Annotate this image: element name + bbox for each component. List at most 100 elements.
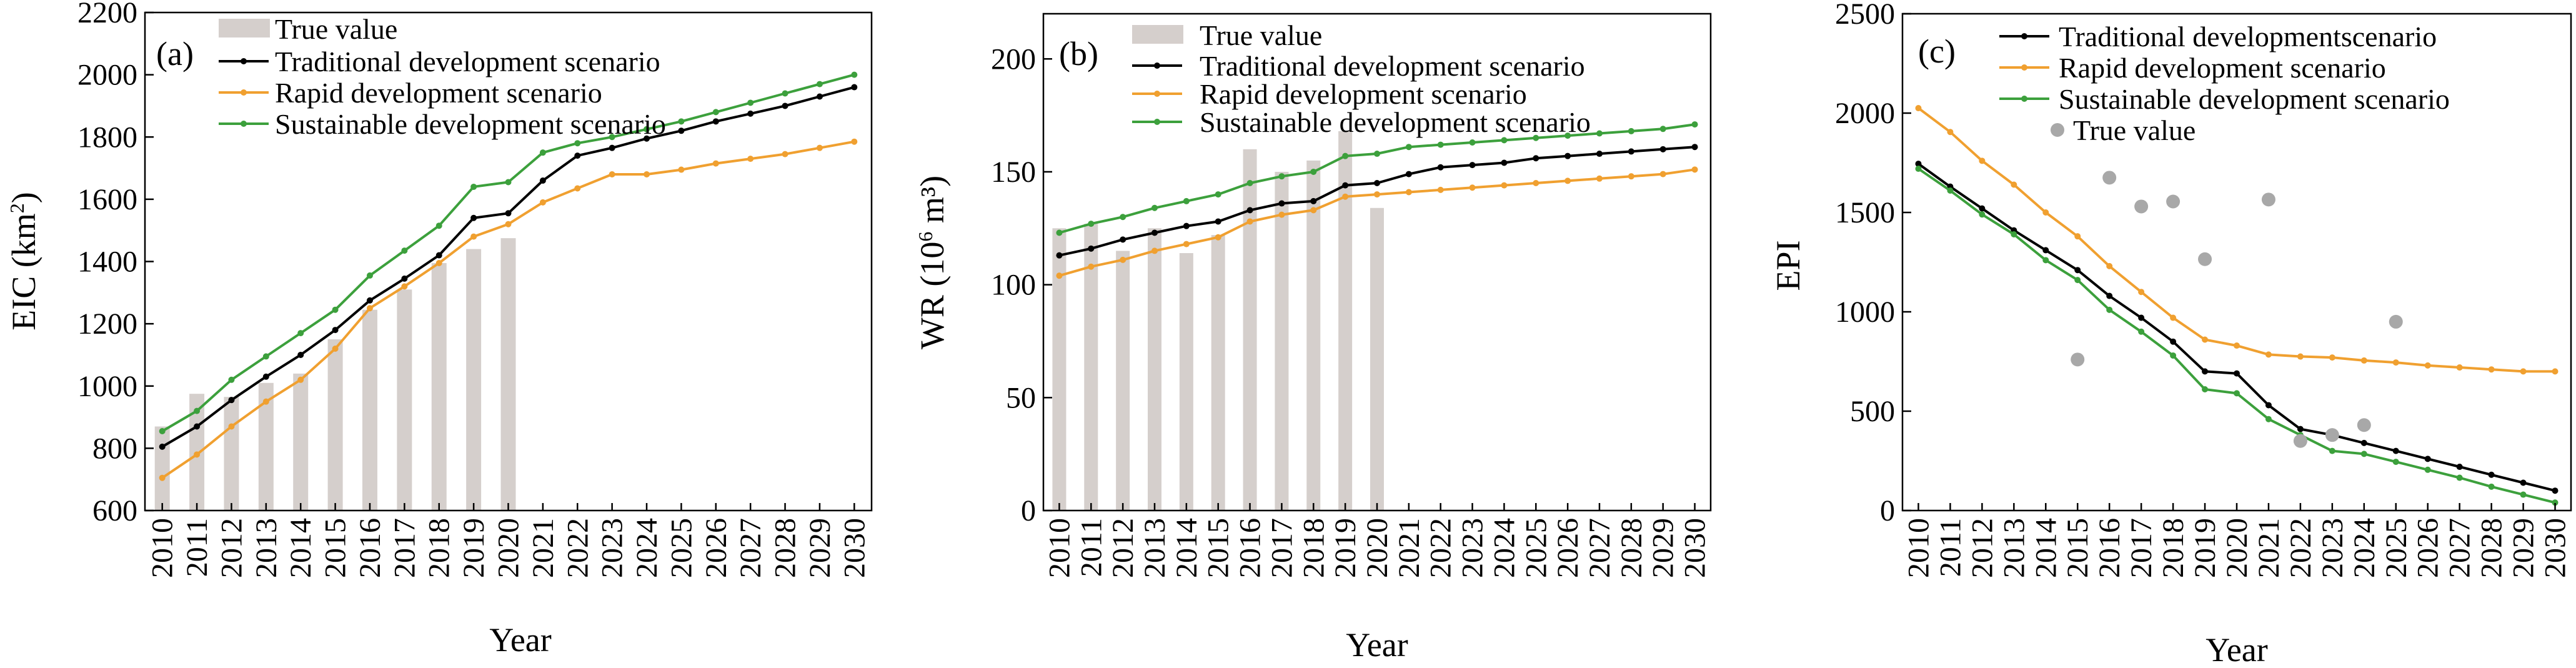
pa-point-rapid-development-scenario-2025 [678,166,685,173]
pb-point-traditional-development-scenario-2017 [1278,200,1285,207]
pc-point-traditional-developmentscenario-2018 [2170,338,2177,345]
pb-point-traditional-development-scenario-2025 [1533,155,1539,162]
pa-ytick-label-1200: 1200 [77,307,137,341]
pc-legend-marker-traditional [2021,33,2027,39]
pc-scatter [2071,171,2403,448]
pb-bar-2018 [1306,160,1321,511]
pb-point-traditional-development-scenario-2027 [1596,151,1603,157]
pa-point-rapid-development-scenario-2015 [332,345,339,352]
pb-point-sustainable-development-scenario-2024 [1501,137,1508,144]
pb-point-rapid-development-scenario-2019 [1342,193,1349,200]
pa-point-traditional-development-scenario-2019 [470,214,477,221]
pb-point-sustainable-development-scenario-2022 [1437,141,1444,148]
pc-xtick-label-2026: 2026 [2412,518,2445,578]
pb-point-sustainable-development-scenario-2012 [1120,214,1126,221]
pb-point-rapid-development-scenario-2020 [1374,191,1380,198]
pc-point-sustainable-development-scenario-2011 [1947,187,1954,194]
pc-ytick-label-2500: 2500 [1835,0,1895,31]
pa-point-traditional-development-scenario-2028 [782,102,788,109]
pa-xtick-label-2021: 2021 [527,518,560,578]
pa-bar-2018 [431,262,447,511]
pa-point-traditional-development-scenario-2018 [435,252,442,259]
pb-ylabel: WR (106 m³) [913,176,951,349]
pa-point-traditional-development-scenario-2012 [228,397,235,404]
pb-point-rapid-development-scenario-2025 [1533,180,1539,187]
pb-plot-frame [1042,12,1712,512]
pc-scatter-point-2018 [2166,194,2181,209]
pc-legend: Traditional developmentscenario Rapid de… [1999,21,2450,146]
pc-xtick-label-2016: 2016 [2093,518,2126,578]
pa-lines [159,71,858,481]
pc-ytick-label-1000: 1000 [1835,296,1895,329]
pc-point-rapid-development-scenario-2028 [2488,366,2495,373]
pc-xtick-label-2012: 2012 [1966,518,1999,578]
pc-point-sustainable-development-scenario-2024 [2360,451,2367,457]
pb-ylabel-sup: 6 [914,232,937,242]
pc-point-sustainable-development-scenario-2017 [2138,328,2145,335]
pa-xtick-label-2020: 2020 [492,518,525,578]
pa-point-sustainable-development-scenario-2021 [539,149,546,156]
pa-point-rapid-development-scenario-2029 [816,144,823,151]
pa-point-rapid-development-scenario-2028 [782,151,788,157]
pa-bar-2012 [224,397,239,511]
pb-legend-marker-sustainable [1154,119,1160,125]
pb-point-rapid-development-scenario-2030 [1691,166,1698,173]
pb-point-rapid-development-scenario-2022 [1437,186,1444,193]
pc-point-traditional-developmentscenario-2016 [2106,292,2113,299]
pb-xtick-label-2027: 2027 [1583,518,1616,578]
pc-point-traditional-developmentscenario-2021 [2265,402,2272,409]
pc-point-rapid-development-scenario-2014 [2042,209,2049,216]
pc-point-rapid-development-scenario-2027 [2456,364,2463,371]
pa-point-sustainable-development-scenario-2023 [609,134,615,141]
pa-xtick-label-2015: 2015 [319,518,352,578]
pa-xtick-label-2016: 2016 [354,518,387,578]
pc-legend-marker-true [2051,123,2064,137]
pc-point-sustainable-development-scenario-2016 [2106,306,2113,313]
pb-point-rapid-development-scenario-2015 [1215,234,1221,241]
pb-point-traditional-development-scenario-2024 [1501,159,1508,166]
pc-legend-label-rapid: Rapid development scenario [2059,52,2386,84]
pb-point-traditional-development-scenario-2021 [1405,171,1412,177]
pb-ylabel-base: WR (10 [913,242,951,349]
pa-ylabel: EIC (km2) [5,192,42,330]
pa-ytick-label-1800: 1800 [77,121,137,154]
pa-ytick-label-1400: 1400 [77,246,137,279]
pa-point-sustainable-development-scenario-2011 [194,407,201,414]
pa-bar-2020 [500,238,516,511]
pa-ytick-label-2000: 2000 [77,59,137,92]
pa-xtick-label-2027: 2027 [734,518,767,578]
pc-xtick-label-2018: 2018 [2157,518,2190,578]
pc-point-rapid-development-scenario-2012 [1979,157,1986,164]
pb-bar-2010 [1052,228,1067,511]
pb-xtick-label-2016: 2016 [1234,518,1267,578]
pb-bar-2013 [1148,228,1161,511]
pb-xtick-label-2029: 2029 [1647,518,1680,578]
pc-line-traditional-developmentscenario [1917,162,2555,492]
pc-xtick-label-2015: 2015 [2061,518,2094,578]
pb-point-traditional-development-scenario-2023 [1469,162,1476,169]
pc-legend-marker-sustainable [2021,96,2027,102]
pb-point-rapid-development-scenario-2013 [1151,247,1158,254]
pb-point-traditional-development-scenario-2022 [1437,164,1444,171]
pb-point-sustainable-development-scenario-2010 [1056,229,1063,236]
pb-point-rapid-development-scenario-2018 [1310,207,1317,214]
pc-xtick-label-2025: 2025 [2380,518,2413,578]
pc-scatter-point-2015 [2071,352,2085,367]
pa-xtick-label-2019: 2019 [457,518,490,578]
pa-point-traditional-development-scenario-2025 [678,127,685,134]
pc-ylabel: EPI [1769,241,1807,291]
pa-point-rapid-development-scenario-2022 [574,185,581,192]
pc-point-sustainable-development-scenario-2026 [2424,466,2431,473]
pb-point-sustainable-development-scenario-2019 [1342,152,1349,159]
pc-point-sustainable-development-scenario-2018 [2170,352,2177,359]
pb-point-traditional-development-scenario-2015 [1215,218,1221,225]
pc-point-traditional-developmentscenario-2027 [2456,464,2463,471]
pb-xtick-label-2019: 2019 [1329,518,1362,578]
pc-scatter-point-2022 [2293,434,2307,448]
pa-point-rapid-development-scenario-2011 [194,451,201,458]
pb-legend-label-rapid: Rapid development scenario [1200,78,1527,110]
pc-point-rapid-development-scenario-2016 [2106,262,2113,269]
